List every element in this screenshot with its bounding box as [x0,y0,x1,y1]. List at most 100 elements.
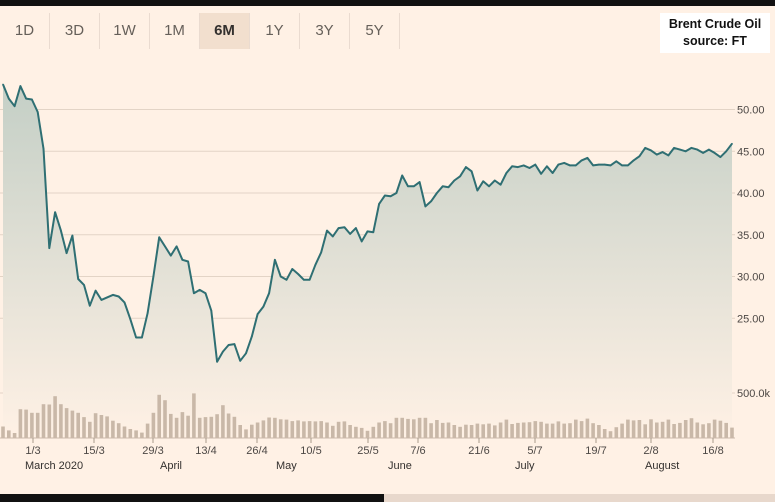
volume-bar [209,416,214,438]
price-point [528,167,531,169]
price-point [453,179,456,182]
x-tick-label: 10/5 [300,445,321,457]
tab-3d[interactable]: 3D [50,13,100,49]
price-point [360,240,363,243]
tab-1w[interactable]: 1W [100,13,150,49]
volume-bar [608,431,613,438]
tab-1y[interactable]: 1Y [250,13,300,49]
price-point [725,150,727,153]
legend-box: Brent Crude Oil source: FT [660,13,770,53]
price-point [621,164,623,167]
volume-bar [574,419,578,438]
price-point [355,227,357,229]
x-tick-label: 2/8 [643,445,658,457]
volume-bar [440,422,445,438]
price-point [586,157,589,159]
volume-bar [689,418,694,438]
y-tick-label: 35.00 [737,230,765,242]
volume-bar [394,417,399,438]
month-label: July [515,460,535,472]
tab-3y[interactable]: 3Y [300,13,350,49]
price-point [563,162,565,164]
price-area [3,84,732,439]
tab-5y[interactable]: 5Y [350,13,400,49]
price-point [77,278,79,280]
volume-bar [1,426,5,438]
scroll-track[interactable] [384,494,775,502]
volume-bar [255,422,260,438]
volume-bar [435,420,439,438]
price-point [505,172,508,174]
tab-6m[interactable]: 6M [200,13,250,49]
volume-bar [203,417,208,438]
volume-bar [406,418,410,438]
volume-bar [232,416,237,438]
volume-bar [730,427,734,438]
tab-1d[interactable]: 1D [0,13,50,49]
price-point [667,154,670,157]
price-point [494,179,496,182]
price-point [48,247,51,249]
price-point [551,172,554,174]
volume-bar [724,422,728,438]
volume-bar [614,427,619,438]
volume-bar [498,422,503,438]
volume-bar [336,421,341,438]
y-tick-label: 40.00 [737,188,765,200]
volume-bar [423,417,428,438]
tab-1m[interactable]: 1M [150,13,200,49]
volume-tick-label: 500.0k [737,388,771,400]
volume-bar [12,433,17,438]
volume-bar [631,420,636,438]
volume-bar [99,415,104,438]
price-point [603,163,606,166]
volume-bar [452,425,457,438]
x-tick-label: 16/8 [702,445,723,457]
volume-bar [585,418,590,438]
volume-bar [169,413,173,438]
month-label: March 2020 [25,460,83,472]
price-point [222,350,224,353]
price-point [436,192,438,194]
volume-bar [7,430,11,438]
volume-bar [342,421,347,438]
volume-bar [111,420,115,438]
volume-bar [504,419,509,438]
volume-bar [562,423,566,438]
price-point [575,164,577,167]
volume-bar [620,423,624,438]
price-point [644,147,646,149]
price-point [430,200,432,203]
volume-bar [273,417,277,438]
price-point [326,229,328,232]
price-point [418,181,421,183]
price-point [268,292,270,295]
price-point [193,292,195,295]
volume-bar [302,421,306,438]
price-point [279,275,282,278]
price-point [366,230,369,233]
scroll-thumb[interactable] [0,494,384,502]
volume-bar [64,408,69,438]
price-point [36,111,39,113]
price-point [696,148,699,151]
price-point [384,194,386,197]
x-tick-label: 25/5 [357,445,378,457]
volume-bar [545,423,549,438]
price-point [303,279,305,281]
price-point [60,229,62,232]
volume-bar [238,425,242,438]
volume-bar [678,422,682,438]
volume-bar [244,429,248,438]
price-point [245,352,247,355]
price-point [54,211,56,213]
volume-bar [568,423,572,438]
price-point [488,185,490,188]
price-point [476,189,479,192]
price-point [580,159,583,162]
x-tick-label: 21/6 [468,445,489,457]
x-tick-label: 29/3 [142,445,163,457]
volume-bar [192,393,196,438]
price-point [499,183,502,186]
volume-bar [383,421,387,438]
